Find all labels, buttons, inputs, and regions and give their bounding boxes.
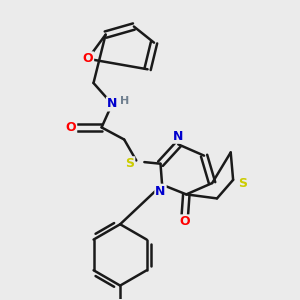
Text: S: S <box>238 177 247 190</box>
Text: S: S <box>125 157 134 170</box>
Text: N: N <box>173 130 183 143</box>
Text: O: O <box>66 121 76 134</box>
Text: O: O <box>179 215 190 228</box>
Text: N: N <box>155 185 166 198</box>
Text: H: H <box>120 96 130 106</box>
Text: O: O <box>82 52 93 65</box>
Text: N: N <box>107 98 117 110</box>
